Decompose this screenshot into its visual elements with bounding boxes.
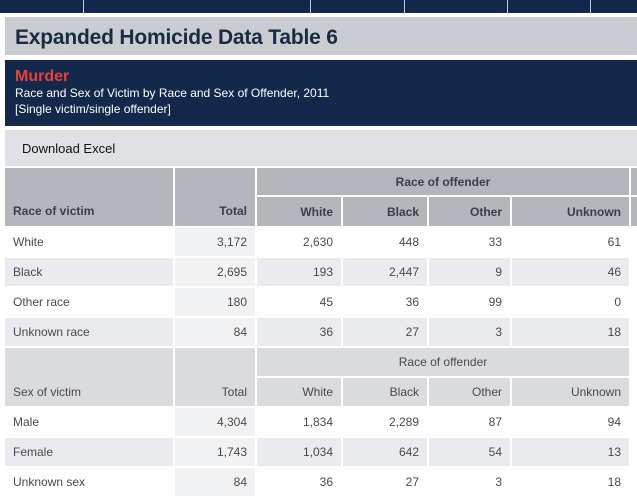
row-label: Male [5, 408, 173, 436]
table-cell: 2,289 [343, 408, 427, 436]
column-header-black: Black [343, 197, 427, 226]
table-cell: 94 [512, 408, 629, 436]
table-cell: 45 [257, 288, 341, 316]
row-label: Other race [5, 288, 173, 316]
table-cell: 2,695 [175, 258, 255, 286]
table-cell: 3 [429, 468, 510, 496]
table-cell: 33 [429, 228, 510, 256]
nav-divider [404, 0, 405, 13]
table-cell: 36 [343, 288, 427, 316]
row-label: Black [5, 258, 173, 286]
table-cell: 99 [429, 288, 510, 316]
column-header-black: Black [343, 378, 427, 406]
download-excel-link[interactable]: Download Excel [22, 141, 116, 156]
table-subtitle: Race and Sex of Victim by Race and Sex o… [15, 86, 330, 100]
table-cell: 9 [429, 258, 510, 286]
table-cell: 13 [512, 438, 629, 466]
column-header-other: Other [429, 197, 510, 226]
group-header-race-of-offender: Race of offender [257, 348, 629, 376]
page-title: Expanded Homicide Data Table 6 [15, 26, 338, 49]
table-cell: 193 [257, 258, 341, 286]
table-cell: 18 [512, 468, 629, 496]
table-cell: 27 [343, 468, 427, 496]
table-cell: 36 [257, 468, 341, 496]
table-cell: 1,834 [257, 408, 341, 436]
nav-divider [590, 0, 591, 13]
table-cell: 0 [512, 288, 629, 316]
table-cell: 1,034 [257, 438, 341, 466]
top-navigation-bar [0, 0, 637, 13]
column-header-other: Other [429, 378, 510, 406]
table-caption-banner: Murder Race and Sex of Victim by Race an… [5, 60, 637, 126]
table-cell: 2,447 [343, 258, 427, 286]
table-cell: 84 [175, 318, 255, 346]
row-header-race-of-victim: Race of victim [5, 168, 173, 226]
nav-divider [310, 0, 311, 13]
table-cell: 18 [512, 318, 629, 346]
column-header-unknown: Unknown [512, 378, 629, 406]
page-title-bar: Expanded Homicide Data Table 6 [5, 17, 637, 55]
nav-divider [507, 0, 508, 13]
table-cell: 46 [512, 258, 629, 286]
row-header-sex-of-victim: Sex of victim [5, 348, 173, 406]
column-header-white: White [257, 378, 341, 406]
table-cell: 87 [429, 408, 510, 436]
table-cell: 27 [343, 318, 427, 346]
table-note: [Single victim/single offender] [15, 102, 171, 116]
offense-heading: Murder [15, 68, 70, 85]
table-cell: 448 [343, 228, 427, 256]
row-label: White [5, 228, 173, 256]
row-label: Unknown race [5, 318, 173, 346]
header-edge [631, 197, 637, 226]
table-cell: 3 [429, 318, 510, 346]
table-cell: 54 [429, 438, 510, 466]
nav-divider [83, 0, 84, 13]
column-header-unknown: Unknown [512, 197, 629, 226]
download-bar: Download Excel [5, 130, 637, 166]
table-cell: 180 [175, 288, 255, 316]
table-cell: 84 [175, 468, 255, 496]
row-label: Female [5, 438, 173, 466]
table-cell: 4,304 [175, 408, 255, 436]
group-header-race-of-offender: Race of offender [257, 168, 629, 195]
column-header-total: Total [175, 348, 255, 406]
header-edge [631, 168, 637, 195]
row-label: Unknown sex [5, 468, 173, 496]
table-cell: 61 [512, 228, 629, 256]
table-cell: 1,743 [175, 438, 255, 466]
table-cell: 642 [343, 438, 427, 466]
column-header-total: Total [175, 168, 255, 226]
column-header-white: White [257, 197, 341, 226]
table-cell: 36 [257, 318, 341, 346]
table-cell: 2,630 [257, 228, 341, 256]
table-cell: 3,172 [175, 228, 255, 256]
